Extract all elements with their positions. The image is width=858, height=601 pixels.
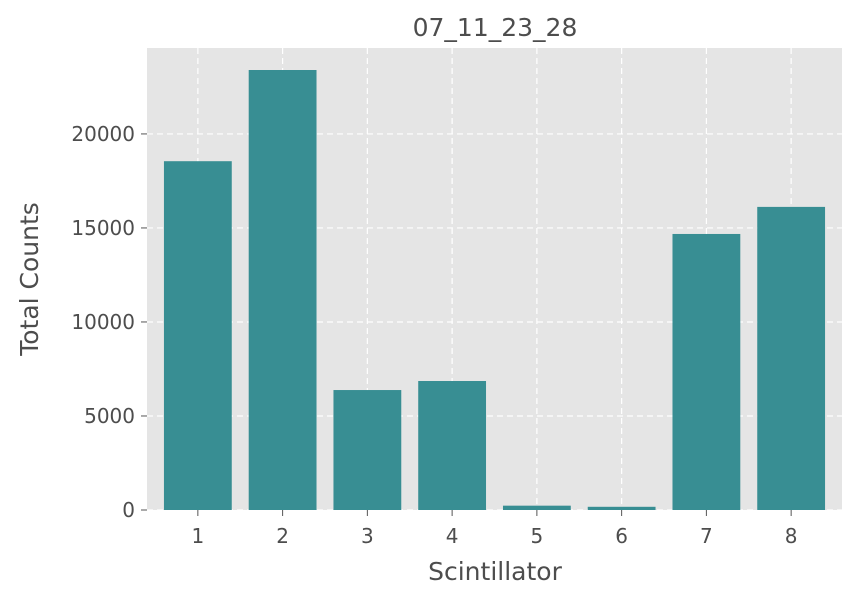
x-axis-label: Scintillator xyxy=(428,557,562,586)
x-tick-label: 3 xyxy=(361,524,374,548)
x-tick-label: 2 xyxy=(276,524,289,548)
bar-2 xyxy=(248,70,317,510)
x-tick-label: 8 xyxy=(785,524,798,548)
y-tick-label: 5000 xyxy=(84,404,135,428)
y-tick-label: 20000 xyxy=(71,122,135,146)
y-axis-label: Total Counts xyxy=(15,202,44,357)
x-tick-label: 1 xyxy=(191,524,204,548)
bar-7 xyxy=(672,233,741,510)
bar-3 xyxy=(333,390,402,510)
x-tick-label: 5 xyxy=(531,524,544,548)
bar-1 xyxy=(163,161,232,510)
y-tick-label: 0 xyxy=(122,498,135,522)
x-tick-label: 4 xyxy=(446,524,459,548)
bar-5 xyxy=(502,505,571,510)
y-tick-label: 15000 xyxy=(71,216,135,240)
bar-6 xyxy=(587,506,656,510)
bar-4 xyxy=(418,381,487,510)
x-tick-label: 7 xyxy=(700,524,713,548)
y-tick-label: 10000 xyxy=(71,310,135,334)
chart-title: 07_11_23_28 xyxy=(413,13,578,42)
bar-8 xyxy=(757,206,826,510)
x-tick-label: 6 xyxy=(615,524,628,548)
